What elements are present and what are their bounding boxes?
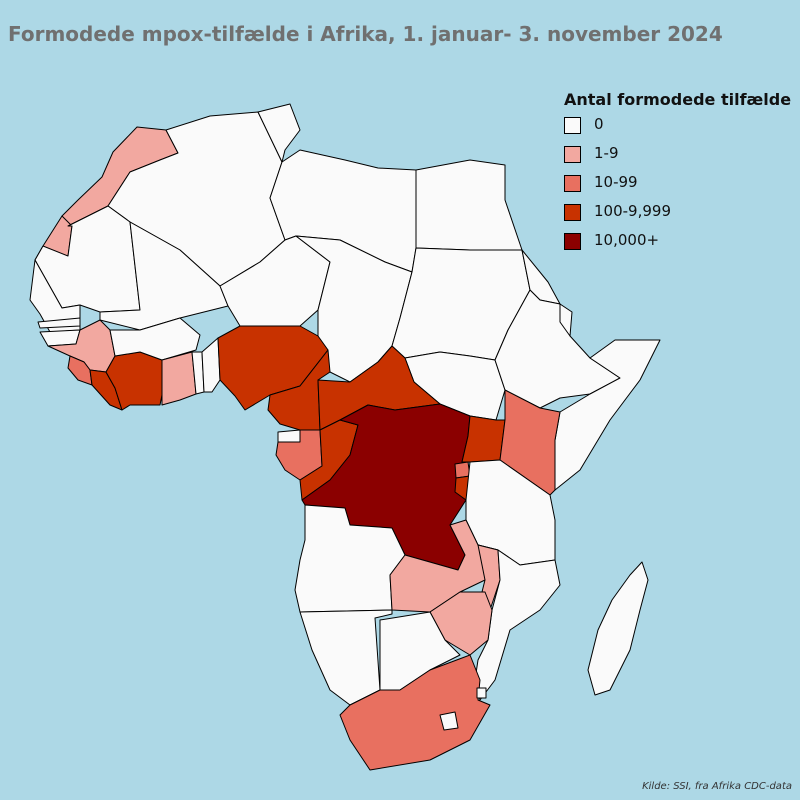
legend-item: 0	[564, 109, 791, 138]
map-title: Formodede mpox-tilfælde i Afrika, 1. jan…	[8, 22, 723, 46]
country-kenya	[499, 389, 561, 496]
country-madagascar	[587, 561, 649, 696]
legend-item: 10,000+	[564, 225, 791, 254]
legend-swatch	[564, 117, 581, 134]
legend-label: 0	[594, 115, 604, 133]
country-south-africa	[339, 654, 491, 771]
country-tunisia	[257, 103, 301, 163]
legend-label: 1-9	[594, 144, 619, 162]
legend-swatch	[564, 146, 581, 163]
legend-label: 10-99	[594, 173, 638, 191]
country-equatorial-guinea	[277, 429, 301, 443]
legend-label: 100-9,999	[594, 202, 671, 220]
country-somalia	[554, 339, 661, 491]
legend-swatch	[564, 175, 581, 192]
legend-item: 1-9	[564, 138, 791, 167]
map-legend: Antal formodede tilfælde 0 1-9 10-99 100-9,…	[564, 90, 791, 254]
country-gambia	[37, 317, 81, 329]
country-egypt	[415, 159, 523, 251]
country-guinea-bissau	[39, 329, 81, 347]
legend-title: Antal formodede tilfælde	[564, 90, 792, 109]
country-lesotho	[439, 711, 459, 731]
legend-item: 10-99	[564, 167, 791, 196]
country-djibouti	[559, 303, 573, 337]
country-benin	[201, 337, 221, 393]
legend-label: 10,000+	[594, 231, 660, 249]
legend-swatch	[564, 204, 581, 221]
source-note: Kilde: SSI, fra Afrika CDC-data	[642, 781, 792, 792]
country-eswatini	[476, 687, 487, 699]
legend-swatch	[564, 233, 581, 250]
country-ghana	[161, 351, 197, 406]
legend-item: 100-9,999	[564, 196, 791, 225]
country-zimbabwe	[429, 591, 493, 656]
country-rwanda	[454, 461, 471, 479]
